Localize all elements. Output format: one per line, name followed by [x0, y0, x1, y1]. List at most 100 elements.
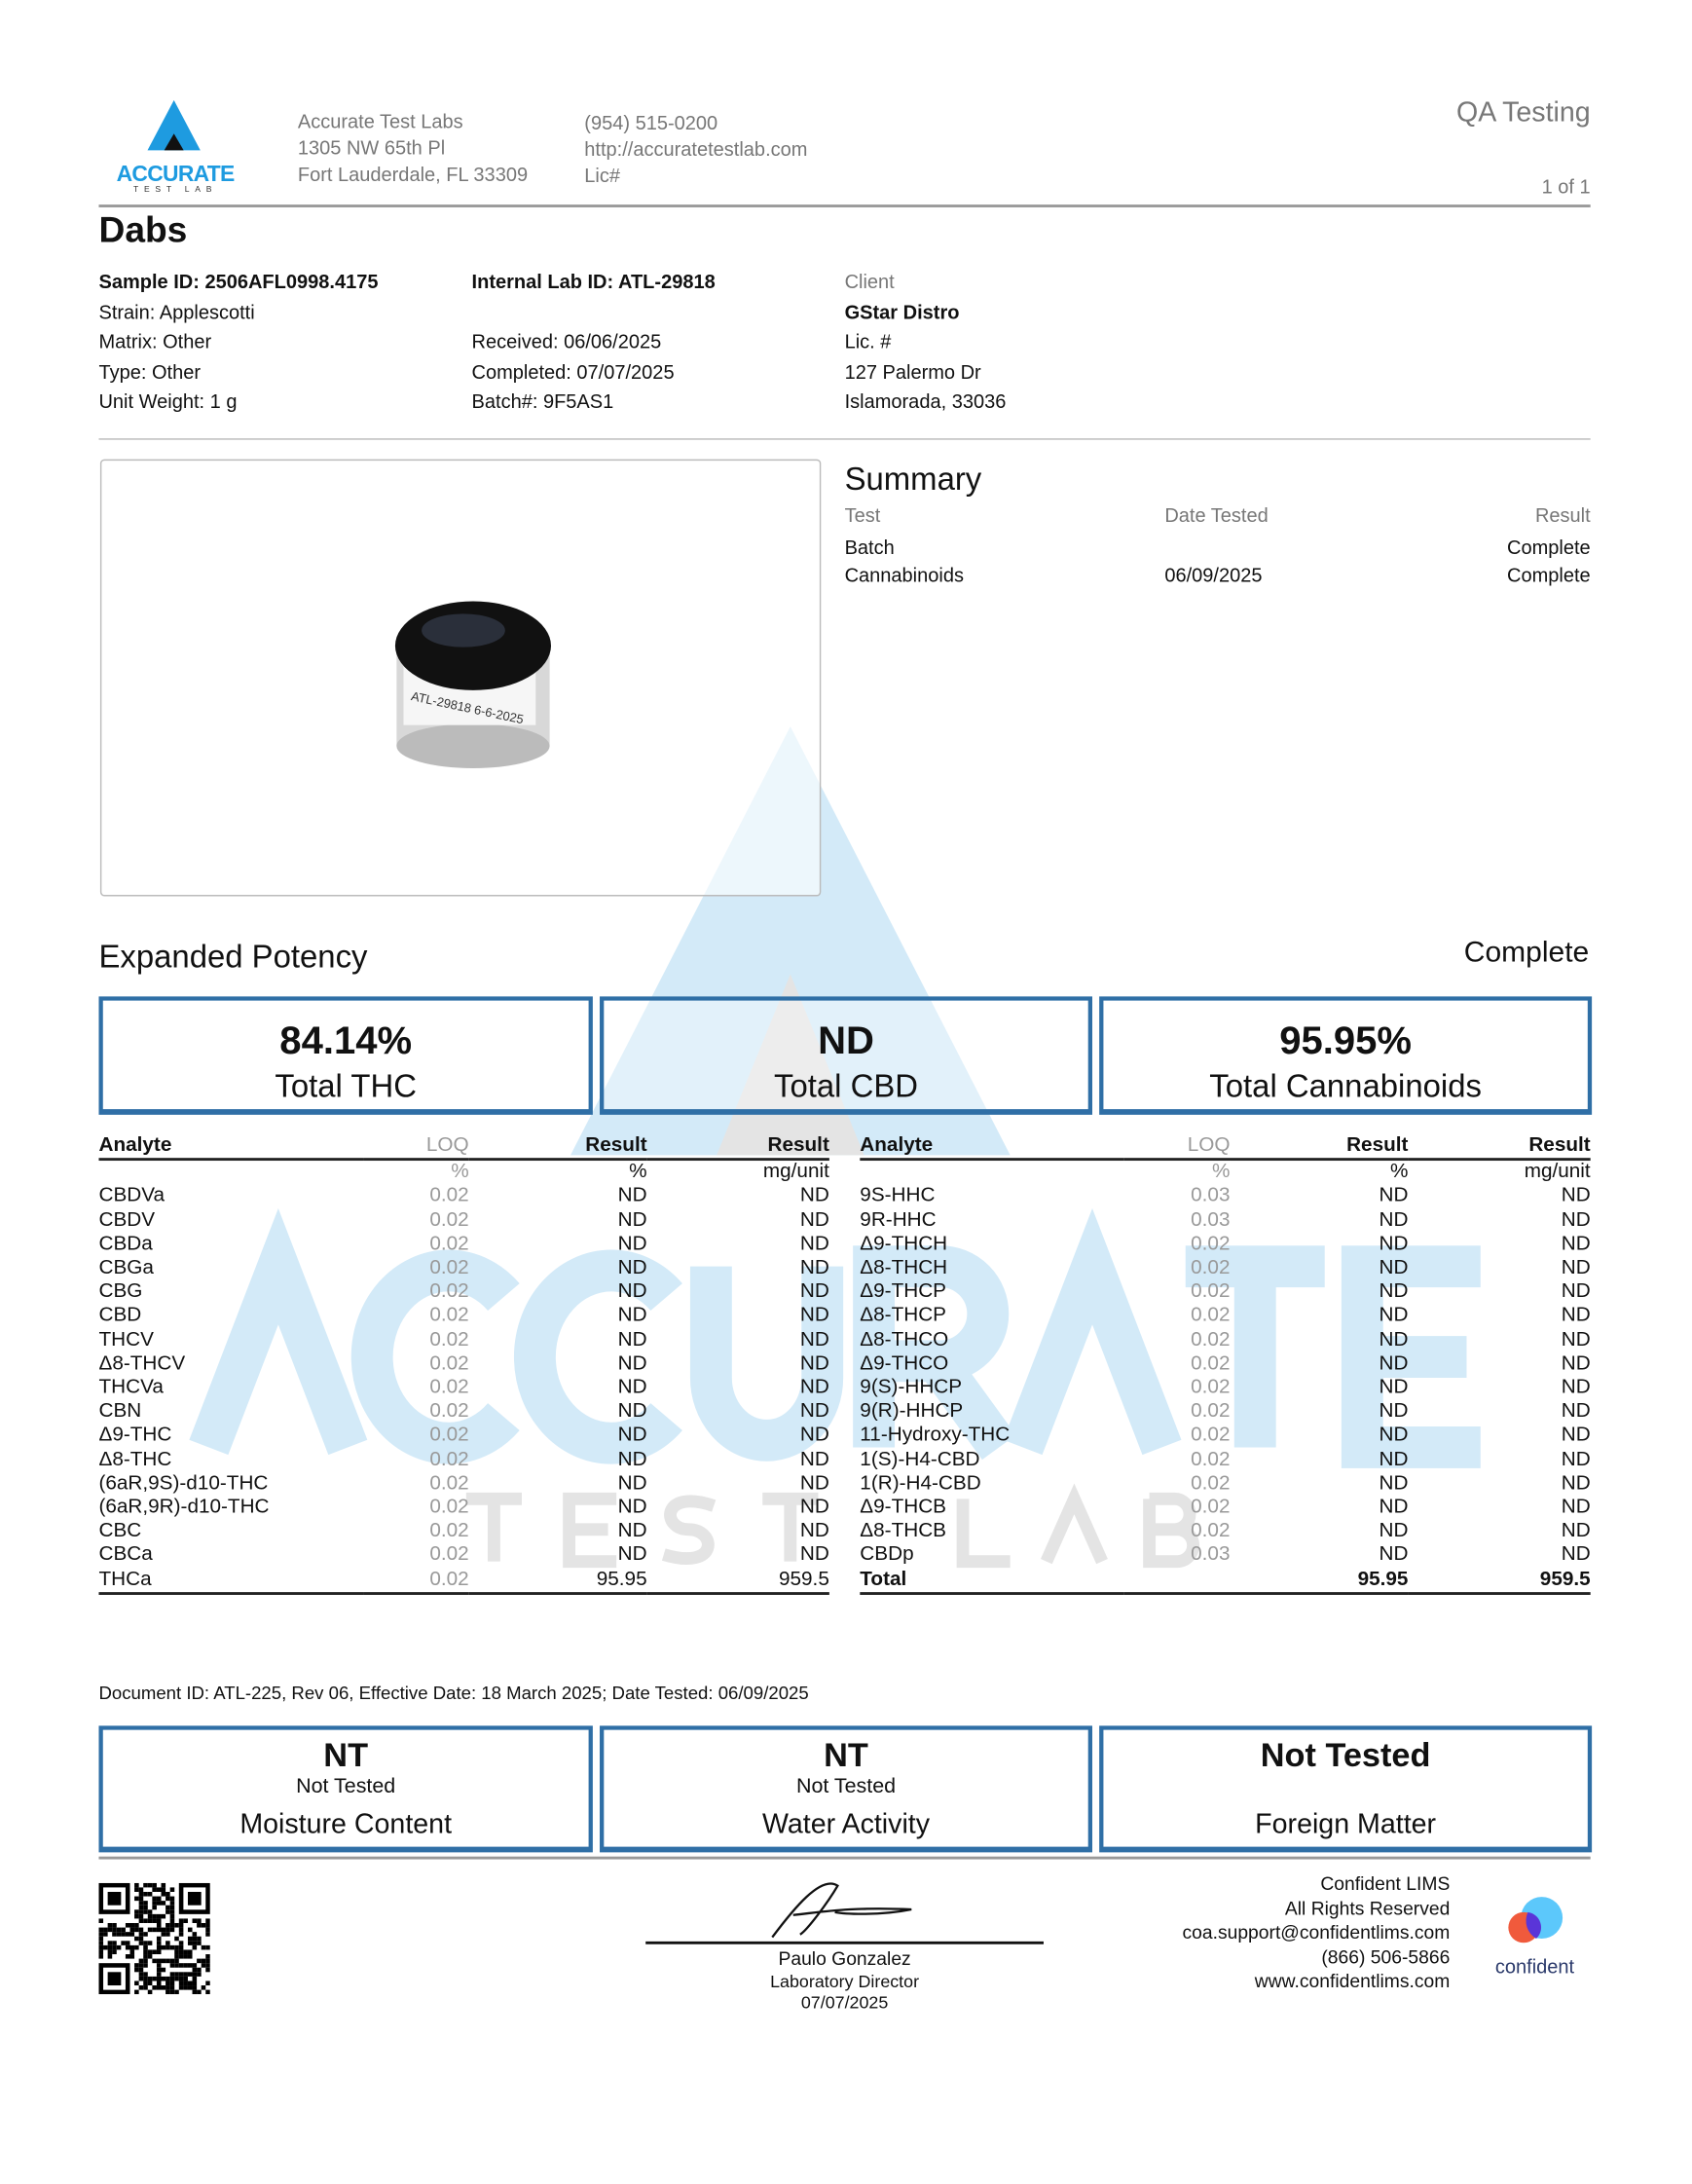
- loq-value: 0.02: [429, 1280, 469, 1304]
- result-mg: ND: [1561, 1328, 1591, 1351]
- qr-code[interactable]: [98, 1882, 210, 1995]
- result-mg: ND: [799, 1376, 829, 1399]
- result-mg: ND: [1561, 1496, 1591, 1519]
- result-mg: ND: [799, 1184, 829, 1207]
- result-mg: ND: [1561, 1520, 1591, 1543]
- signature-date: 07/07/2025: [800, 1992, 889, 2013]
- result-mg: ND: [1561, 1400, 1591, 1424]
- analyte-name: 9R-HHC: [860, 1208, 937, 1232]
- lab-phone: (954) 515-0200: [584, 111, 718, 134]
- potency-title: Expanded Potency: [98, 938, 368, 975]
- table-row: Δ9-THCO 0.02 ND ND: [860, 1352, 1590, 1377]
- result-mg: ND: [799, 1233, 829, 1255]
- result-mg: ND: [1561, 1208, 1591, 1232]
- result-mg: ND: [1561, 1233, 1591, 1255]
- col-analyte: Analyte: [860, 1133, 1124, 1162]
- loq-value: 0.03: [1191, 1543, 1231, 1567]
- analyte-name: 9(R)-HHCP: [860, 1400, 964, 1424]
- confident-line: Confident LIMS: [1320, 1872, 1451, 1895]
- result-mg: ND: [799, 1208, 829, 1232]
- total-label: Total Cannabinoids: [1209, 1067, 1482, 1104]
- table-row: Δ9-THCH 0.02 ND ND: [860, 1233, 1590, 1257]
- lab-name: Accurate Test Labs: [297, 109, 463, 132]
- table-row: 1(R)-H4-CBD 0.02 ND ND: [860, 1472, 1590, 1497]
- moisture-content-box: NT Not Tested Moisture Content: [98, 1725, 593, 1853]
- loq-value: 0.03: [1191, 1208, 1231, 1232]
- result-pct: ND: [617, 1496, 647, 1519]
- completed-date: Completed: 07/07/2025: [471, 359, 675, 383]
- col-result-pct: Result: [1230, 1133, 1409, 1162]
- confident-logo: confident: [1486, 1893, 1583, 1978]
- loq-value: 0.02: [429, 1328, 469, 1351]
- result-mg: ND: [1561, 1184, 1591, 1207]
- result-pct: ND: [617, 1184, 647, 1207]
- loq-value: 0.02: [429, 1208, 469, 1232]
- loq-value: 0.02: [1191, 1424, 1231, 1447]
- loq-value: 0.02: [429, 1471, 469, 1495]
- analyte-name: 1(R)-H4-CBD: [860, 1471, 981, 1495]
- table-row: (6aR,9S)-d10-THC 0.02 ND ND: [98, 1472, 828, 1497]
- result-pct: ND: [617, 1352, 647, 1375]
- table-row: CBGa 0.02 ND ND: [98, 1257, 828, 1281]
- loq-value: 0.02: [429, 1424, 469, 1447]
- table-row: CBC 0.02 ND ND: [98, 1520, 828, 1544]
- unit-result-pct: %: [629, 1161, 647, 1184]
- unit-weight: Unit Weight: 1 g: [98, 389, 238, 413]
- analyte-name: Δ8-THCO: [860, 1328, 949, 1351]
- result-mg: ND: [799, 1520, 829, 1543]
- analyte-name: CBG: [98, 1280, 143, 1304]
- water-activity-box: NT Not Tested Water Activity: [600, 1725, 1093, 1853]
- result-pct: ND: [617, 1471, 647, 1495]
- result-pct: ND: [617, 1256, 647, 1279]
- lab-website[interactable]: http://accuratetestlab.com: [584, 137, 808, 161]
- result-mg: ND: [1561, 1352, 1591, 1375]
- analyte-name: Δ9-THCO: [860, 1352, 949, 1375]
- test-label: Water Activity: [761, 1809, 931, 1840]
- loq-value: 0.02: [1191, 1352, 1231, 1375]
- signature-image: [771, 1882, 912, 1939]
- table-row: CBN 0.02 ND ND: [98, 1400, 828, 1425]
- signer-name: Paulo Gonzalez: [778, 1948, 911, 1970]
- confident-email[interactable]: coa.support@confidentlims.com: [1182, 1921, 1451, 1943]
- confident-website[interactable]: www.confidentlims.com: [1254, 1970, 1451, 1992]
- analyte-name: Δ9-THCH: [860, 1233, 948, 1255]
- summary-row-result: Complete: [1507, 563, 1591, 586]
- summary-header-result: Result: [1534, 503, 1591, 527]
- result-pct: ND: [1379, 1184, 1409, 1207]
- table-row: CBG 0.02 ND ND: [98, 1280, 828, 1305]
- result-pct: ND: [1379, 1233, 1409, 1255]
- result-mg: ND: [799, 1328, 829, 1351]
- analyte-name: CBDVa: [98, 1184, 166, 1207]
- potency-status: Complete: [1463, 936, 1590, 969]
- document-id: Document ID: ATL-225, Rev 06, Effective …: [98, 1683, 809, 1704]
- total-cbd-box: ND Total CBD: [600, 996, 1093, 1115]
- loq-value: 0.02: [1191, 1280, 1231, 1304]
- analyte-name: CBDV: [98, 1208, 156, 1232]
- loq-value: 0.02: [429, 1376, 469, 1399]
- table-row: Δ8-THCO 0.02 ND ND: [860, 1328, 1590, 1352]
- result-mg: ND: [1561, 1376, 1591, 1399]
- result-pct: 95.95: [1230, 1568, 1409, 1595]
- total-cannabinoids-box: 95.95% Total Cannabinoids: [1099, 996, 1593, 1115]
- table-row: THCVa 0.02 ND ND: [98, 1377, 828, 1401]
- result-pct: ND: [617, 1233, 647, 1255]
- result-pct: ND: [1379, 1328, 1409, 1351]
- sample-id: Sample ID: 2506AFL0998.4175: [98, 270, 379, 293]
- result-pct: ND: [1379, 1256, 1409, 1279]
- confident-line: All Rights Reserved: [1284, 1897, 1451, 1919]
- analyte-name: Δ9-THCB: [860, 1496, 947, 1519]
- divider: [98, 438, 1591, 440]
- analyte-name: Total: [860, 1568, 1124, 1595]
- analyte-name: CBCa: [98, 1543, 153, 1567]
- analyte-name: CBDp: [860, 1543, 914, 1567]
- loq-value: 0.02: [429, 1256, 469, 1279]
- signature-line: [645, 1941, 1044, 1944]
- result-mg: 959.5: [646, 1568, 829, 1595]
- result-pct: ND: [617, 1424, 647, 1447]
- loq-value: 0.02: [363, 1568, 469, 1595]
- strain: Strain: Applescotti: [98, 300, 255, 322]
- unit-result-pct: %: [1390, 1161, 1409, 1184]
- result-mg: ND: [1561, 1424, 1591, 1447]
- client-city: Islamorada, 33036: [844, 389, 1007, 413]
- col-result-mg: Result: [1408, 1133, 1591, 1162]
